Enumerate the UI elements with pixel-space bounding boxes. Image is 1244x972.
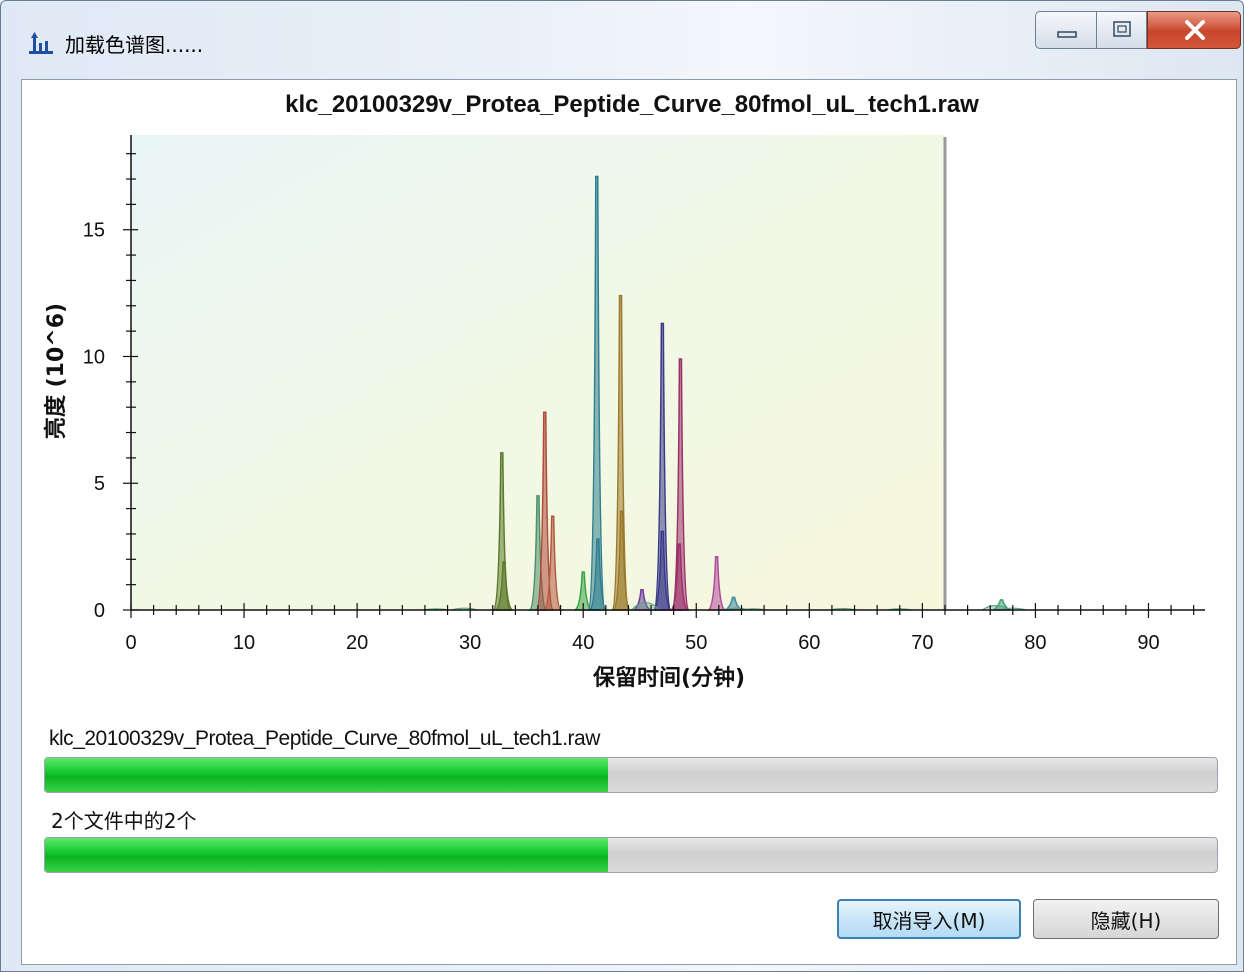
chromatogram-app-icon [29,32,53,54]
peak-15 [706,556,727,611]
overall-progress-fill [45,838,608,872]
peak-11 [652,322,673,611]
title-bar[interactable]: 加载色谱图...... [1,1,1243,81]
x-tick-label: 70 [911,632,933,654]
maximize-button[interactable] [1097,11,1147,49]
peak-6 [586,175,607,611]
x-tick-label: 20 [346,632,368,654]
chart-title: klc_20100329v_Protea_Peptide_Curve_80fmo… [285,91,979,118]
x-tick-label: 0 [125,632,136,654]
x-axis-label: 保留时间(分钟) [592,665,745,691]
chromatogram-chart: 0 10 20 30 40 50 60 70 80 90 0 5 10 15 保留时间(分钟) 亮度 (1… [43,135,1205,691]
peak-1 [493,561,515,611]
close-button[interactable] [1147,11,1241,49]
peak-9 [611,510,632,611]
y-tick-label: 15 [83,220,105,242]
x-tick-label: 60 [798,632,820,654]
minimize-icon [1057,31,1077,38]
peak-7 [587,538,609,611]
x-tick-label: 80 [1024,632,1046,654]
y-tick-label: 0 [94,600,105,622]
y-tick-label: 10 [83,346,105,368]
y-axis-label: 亮度 (10^6) [43,303,69,439]
close-icon [1185,20,1205,40]
minimize-button[interactable] [1035,11,1097,49]
current-file-label: klc_20100329v_Protea_Peptide_Curve_80fmo… [49,727,600,750]
hide-button[interactable]: 隐藏(H) [1033,899,1219,939]
x-tick-label: 10 [233,632,255,654]
file-count-label: 2个文件中的2个 [51,809,197,833]
overall-progress-bar [44,837,1218,873]
cancel-import-button[interactable]: 取消导入(M) [837,899,1021,939]
axes-layer: 0 10 20 30 40 50 60 70 80 90 0 5 10 15 [83,135,1205,654]
peak-13 [670,358,691,611]
file-progress-fill [45,758,608,792]
peak-4 [542,515,563,611]
x-tick-label: 40 [572,632,594,654]
x-tick-label: 30 [459,632,481,654]
window-title: 加载色谱图...... [65,33,204,57]
peak-12 [652,530,673,611]
x-tick-label: 90 [1137,632,1159,654]
peak-14 [669,543,690,611]
y-tick-label: 5 [94,473,105,495]
x-tick-label: 50 [685,632,707,654]
maximize-icon [1113,21,1131,37]
file-progress-bar [44,757,1218,793]
